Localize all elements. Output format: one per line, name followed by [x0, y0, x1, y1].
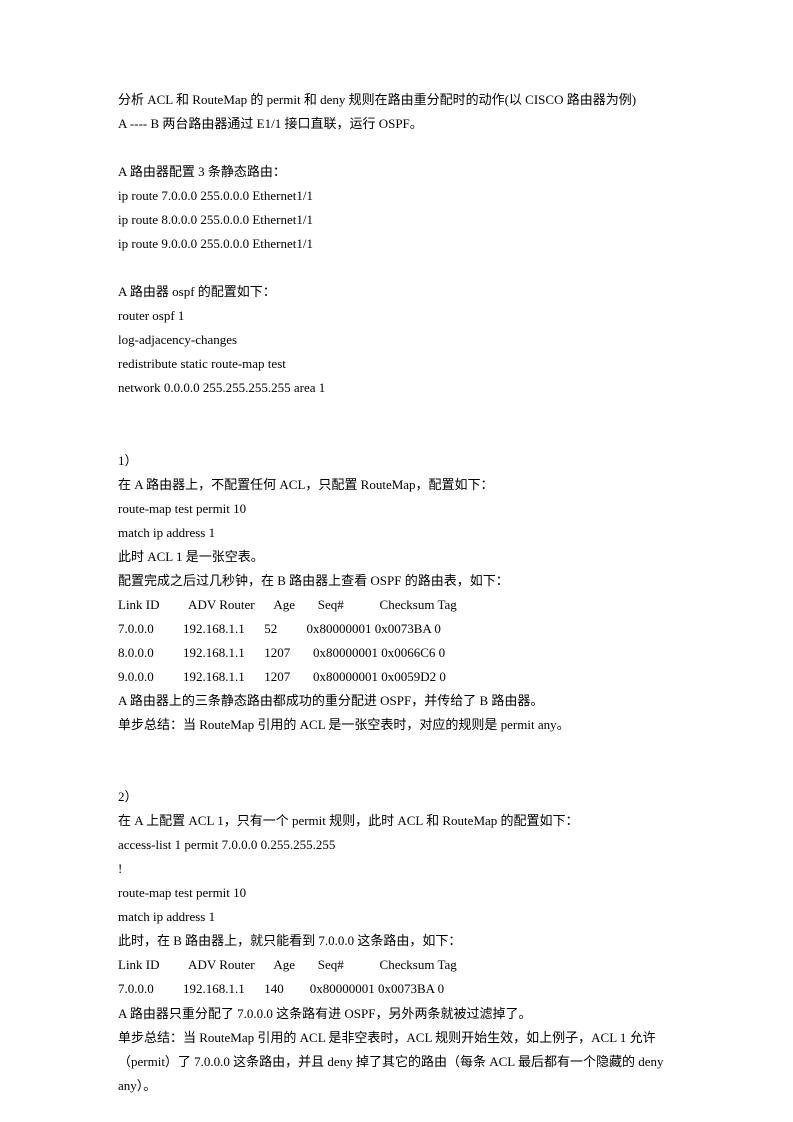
- ospf-l1: router ospf 1: [118, 304, 675, 328]
- s1-l4: 此时 ACL 1 是一张空表。: [118, 545, 675, 569]
- spacer: [118, 425, 675, 449]
- static-r1: ip route 7.0.0.0 255.0.0.0 Ethernet1/1: [118, 184, 675, 208]
- spacer: [118, 256, 675, 280]
- s1-l6: A 路由器上的三条静态路由都成功的重分配进 OSPF，并传给了 B 路由器。: [118, 689, 675, 713]
- s1-table-row: 8.0.0.0 192.168.1.1 1207 0x80000001 0x00…: [118, 641, 675, 665]
- static-r3: ip route 9.0.0.0 255.0.0.0 Ethernet1/1: [118, 232, 675, 256]
- s1-l2: route-map test permit 10: [118, 497, 675, 521]
- s1-num: 1）: [118, 449, 675, 473]
- static-r2: ip route 8.0.0.0 255.0.0.0 Ethernet1/1: [118, 208, 675, 232]
- spacer: [118, 136, 675, 160]
- spacer: [118, 761, 675, 785]
- s1-l3: match ip address 1: [118, 521, 675, 545]
- static-title: A 路由器配置 3 条静态路由：: [118, 160, 675, 184]
- s2-l8: 单步总结：当 RouteMap 引用的 ACL 是非空表时，ACL 规则开始生效…: [118, 1026, 675, 1098]
- s2-l4: route-map test permit 10: [118, 881, 675, 905]
- ospf-l4: network 0.0.0.0 255.255.255.255 area 1: [118, 376, 675, 400]
- s2-l3: !: [118, 857, 675, 881]
- spacer: [118, 737, 675, 761]
- s2-table-header: Link ID ADV Router Age Seq# Checksum Tag: [118, 953, 675, 977]
- s2-table-row: 7.0.0.0 192.168.1.1 140 0x80000001 0x007…: [118, 977, 675, 1001]
- s1-table-row: 7.0.0.0 192.168.1.1 52 0x80000001 0x0073…: [118, 617, 675, 641]
- s2-num: 2）: [118, 785, 675, 809]
- s2-l7: A 路由器只重分配了 7.0.0.0 这条路有进 OSPF，另外两条就被过滤掉了…: [118, 1002, 675, 1026]
- intro-line1: 分析 ACL 和 RouteMap 的 permit 和 deny 规则在路由重…: [118, 88, 675, 112]
- spacer: [118, 401, 675, 425]
- ospf-l2: log-adjacency-changes: [118, 328, 675, 352]
- s1-table-row: 9.0.0.0 192.168.1.1 1207 0x80000001 0x00…: [118, 665, 675, 689]
- intro-line2: A ---- B 两台路由器通过 E1/1 接口直联，运行 OSPF。: [118, 112, 675, 136]
- ospf-l3: redistribute static route-map test: [118, 352, 675, 376]
- s1-l7: 单步总结：当 RouteMap 引用的 ACL 是一张空表时，对应的规则是 pe…: [118, 713, 675, 737]
- s1-l1: 在 A 路由器上，不配置任何 ACL，只配置 RouteMap，配置如下：: [118, 473, 675, 497]
- s2-l2: access-list 1 permit 7.0.0.0 0.255.255.2…: [118, 833, 675, 857]
- s2-l5: match ip address 1: [118, 905, 675, 929]
- s2-l6: 此时，在 B 路由器上，就只能看到 7.0.0.0 这条路由，如下：: [118, 929, 675, 953]
- s1-l5: 配置完成之后过几秒钟，在 B 路由器上查看 OSPF 的路由表，如下：: [118, 569, 675, 593]
- s1-table-header: Link ID ADV Router Age Seq# Checksum Tag: [118, 593, 675, 617]
- ospf-title: A 路由器 ospf 的配置如下：: [118, 280, 675, 304]
- s2-l1: 在 A 上配置 ACL 1，只有一个 permit 规则，此时 ACL 和 Ro…: [118, 809, 675, 833]
